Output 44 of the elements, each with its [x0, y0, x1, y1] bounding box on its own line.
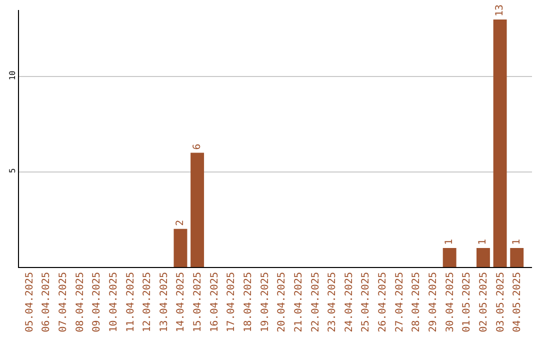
x-tick-label: 21.04.2025 — [293, 272, 304, 332]
x-tick-label: 26.04.2025 — [378, 272, 389, 332]
data-label: 2 — [174, 220, 186, 226]
x-tick-label: 23.04.2025 — [327, 272, 338, 332]
x-tick-label: 16.04.2025 — [209, 272, 220, 332]
x-tick-label: 13.04.2025 — [158, 272, 170, 332]
x-tick-label: 12.04.2025 — [142, 272, 154, 332]
x-tick-label: 30.04.2025 — [444, 272, 456, 332]
x-tick-label: 15.04.2025 — [192, 272, 204, 332]
x-tick-label: 06.04.2025 — [41, 272, 52, 332]
bar — [510, 248, 524, 267]
x-tick-label: 27.04.2025 — [394, 272, 406, 332]
data-label: 1 — [444, 238, 456, 245]
x-tick-label: 10.04.2025 — [108, 272, 120, 332]
x-tick-label: 20.04.2025 — [276, 272, 288, 332]
x-tick-label: 25.04.2025 — [360, 272, 372, 332]
data-label: 13 — [494, 4, 506, 17]
bar — [442, 248, 456, 267]
bar — [493, 20, 507, 267]
data-label: 6 — [192, 144, 203, 150]
x-tick-label: 24.04.2025 — [344, 272, 355, 332]
x-tick-label: 19.04.2025 — [260, 272, 271, 332]
x-tick-label: 03.05.2025 — [495, 272, 506, 332]
x-tick-label: 09.04.2025 — [92, 272, 103, 332]
x-tick-label: 02.05.2025 — [478, 272, 490, 332]
x-tick-label: 07.04.2025 — [58, 272, 69, 332]
data-label: 1 — [511, 238, 522, 245]
x-tick-label: 11.04.2025 — [125, 272, 136, 332]
x-tick-label: 04.05.2025 — [512, 272, 524, 332]
bar — [174, 228, 188, 267]
x-tick-label: 05.04.2025 — [24, 272, 36, 332]
x-tick-label: 01.05.2025 — [462, 272, 473, 332]
x-tick-label: 22.04.2025 — [310, 272, 322, 332]
y-tick-label: 5 — [8, 168, 17, 174]
y-tick-label: 10 — [8, 70, 17, 80]
x-tick-label: 29.04.2025 — [428, 272, 440, 332]
x-tick-label: 18.04.2025 — [243, 272, 254, 332]
x-tick-label: 14.04.2025 — [176, 272, 187, 332]
x-tick-label: 28.04.2025 — [411, 272, 422, 332]
data-label: 1 — [478, 238, 489, 245]
x-tick-label: 17.04.2025 — [226, 272, 238, 332]
bar — [190, 152, 204, 267]
bar — [476, 248, 490, 267]
x-tick-label: 08.04.2025 — [74, 272, 86, 332]
